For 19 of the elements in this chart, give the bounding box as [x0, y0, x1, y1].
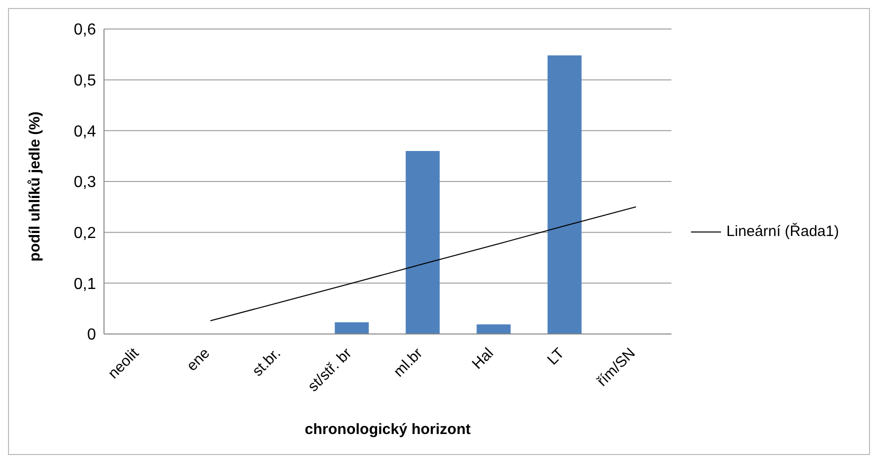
- line-series: [210, 206, 636, 322]
- y-tick-label: 0: [87, 326, 96, 344]
- y-tick-label: 0,6: [74, 22, 96, 39]
- bar: [406, 151, 440, 334]
- x-axis-title: chronologický horizont: [304, 421, 471, 438]
- y-tick-label: 0,2: [74, 225, 96, 242]
- y-tick-label: 0,4: [74, 123, 96, 140]
- x-tick-label: st.br.: [249, 344, 284, 380]
- y-tick-label: 0,3: [74, 174, 96, 192]
- y-axis-title: podíl uhlíků jedle (%): [26, 111, 44, 262]
- x-tick-label: LT: [544, 344, 568, 368]
- x-tick-label: ene: [184, 344, 214, 375]
- bar: [548, 55, 582, 334]
- y-tick-label: 0,1: [74, 276, 96, 293]
- y-tick-label: 0,5: [74, 72, 96, 90]
- x-tick-label: Hal: [468, 344, 497, 373]
- bar: [476, 324, 511, 334]
- bar: [334, 322, 369, 334]
- legend-label: Lineární (Řada1): [726, 223, 839, 240]
